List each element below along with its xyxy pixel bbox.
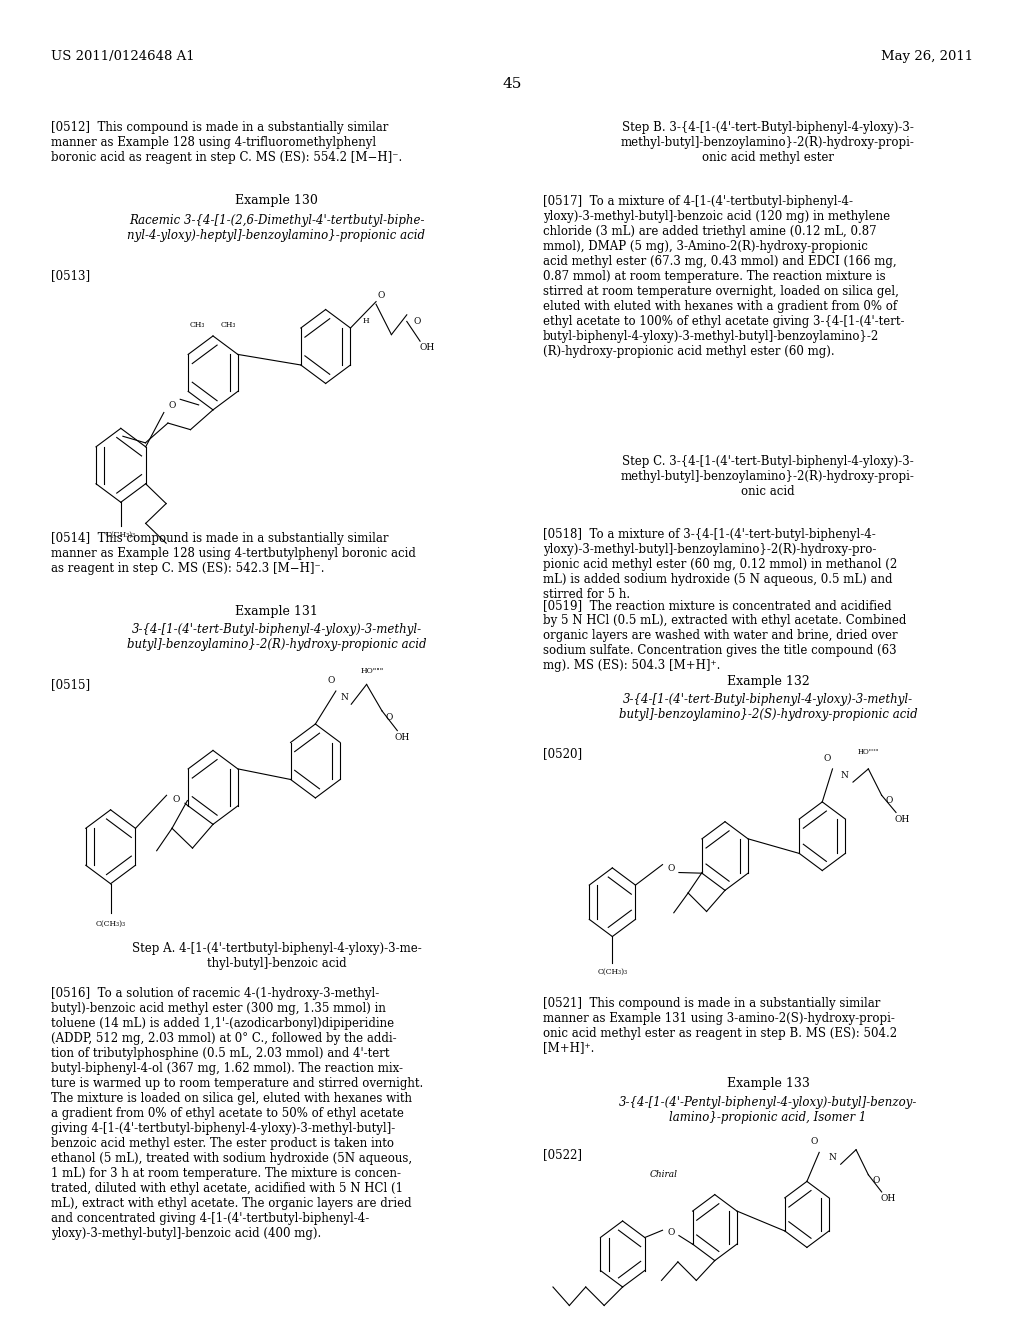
Text: O: O — [172, 795, 179, 804]
Text: H: H — [362, 317, 369, 326]
Text: [0515]: [0515] — [51, 678, 90, 692]
Text: N: N — [841, 771, 849, 780]
Text: [0519]  The reaction mixture is concentrated and acidified
by 5 N HCl (0.5 mL), : [0519] The reaction mixture is concentra… — [543, 599, 906, 672]
Text: C(CH₃)₃: C(CH₃)₃ — [105, 531, 136, 540]
Text: [0512]  This compound is made in a substantially similar
manner as Example 128 u: [0512] This compound is made in a substa… — [51, 121, 402, 165]
Text: [0513]: [0513] — [51, 269, 90, 282]
Text: N: N — [828, 1154, 837, 1162]
Text: [0517]  To a mixture of 4-[1-(4'-tertbutyl-biphenyl-4-
yloxy)-3-methyl-butyl]-be: [0517] To a mixture of 4-[1-(4'-tertbuty… — [543, 195, 904, 358]
Text: Example 132: Example 132 — [727, 675, 809, 688]
Text: O: O — [667, 1229, 675, 1237]
Text: CH₃: CH₃ — [189, 321, 206, 330]
Text: US 2011/0124648 A1: US 2011/0124648 A1 — [51, 50, 195, 63]
Text: Example 131: Example 131 — [236, 605, 317, 618]
Text: 45: 45 — [503, 77, 521, 91]
Text: 3-{4-[1-(4'-tert-Butyl-biphenyl-4-yloxy)-3-methyl-
butyl]-benzoylamino}-2(R)-hyd: 3-{4-[1-(4'-tert-Butyl-biphenyl-4-yloxy)… — [127, 623, 426, 651]
Text: O: O — [168, 401, 176, 411]
Text: Chiral: Chiral — [649, 1171, 678, 1179]
Text: [0520]: [0520] — [543, 747, 582, 760]
Text: Step B. 3-{4-[1-(4'-tert-Butyl-biphenyl-4-yloxy)-3-
methyl-butyl]-benzoylamino}-: Step B. 3-{4-[1-(4'-tert-Butyl-biphenyl-… — [622, 121, 914, 165]
Text: Step A. 4-[1-(4'-tertbutyl-biphenyl-4-yloxy)-3-me-
thyl-butyl]-benzoic acid: Step A. 4-[1-(4'-tertbutyl-biphenyl-4-yl… — [132, 942, 421, 970]
Text: C(CH₃)₃: C(CH₃)₃ — [597, 968, 628, 977]
Text: Example 133: Example 133 — [727, 1077, 809, 1090]
Text: Racemic 3-{4-[1-(2,6-Dimethyl-4'-tertbutyl-biphe-
nyl-4-yloxy)-heptyl]-benzoylam: Racemic 3-{4-[1-(2,6-Dimethyl-4'-tertbut… — [127, 214, 426, 242]
Text: O: O — [885, 796, 893, 805]
Text: Step C. 3-{4-[1-(4'-tert-Butyl-biphenyl-4-yloxy)-3-
methyl-butyl]-benzoylamino}-: Step C. 3-{4-[1-(4'-tert-Butyl-biphenyl-… — [622, 455, 914, 499]
Text: OH: OH — [881, 1195, 895, 1203]
Text: O: O — [810, 1138, 818, 1146]
Text: OH: OH — [895, 814, 909, 824]
Text: CH₃: CH₃ — [220, 321, 237, 330]
Text: HO""": HO""" — [858, 747, 879, 756]
Text: OH: OH — [395, 733, 410, 742]
Text: O: O — [414, 317, 421, 326]
Text: [0514]  This compound is made in a substantially similar
manner as Example 128 u: [0514] This compound is made in a substa… — [51, 532, 416, 576]
Text: N: N — [340, 693, 348, 702]
Text: O: O — [872, 1176, 881, 1184]
Text: HO""": HO""" — [360, 667, 383, 676]
Text: O: O — [378, 290, 385, 300]
Text: O: O — [327, 676, 335, 685]
Text: [0521]  This compound is made in a substantially similar
manner as Example 131 u: [0521] This compound is made in a substa… — [543, 997, 897, 1055]
Text: 3-{4-[1-(4'-Pentyl-biphenyl-4-yloxy)-butyl]-benzoy-
lamino}-propionic acid, Isom: 3-{4-[1-(4'-Pentyl-biphenyl-4-yloxy)-but… — [618, 1096, 918, 1123]
Text: C(CH₃)₃: C(CH₃)₃ — [95, 919, 126, 928]
Text: [0516]  To a solution of racemic 4-(1-hydroxy-3-methyl-
butyl)-benzoic acid meth: [0516] To a solution of racemic 4-(1-hyd… — [51, 987, 424, 1241]
Text: May 26, 2011: May 26, 2011 — [881, 50, 973, 63]
Text: [0518]  To a mixture of 3-{4-[1-(4'-tert-butyl-biphenyl-4-
yloxy)-3-methyl-butyl: [0518] To a mixture of 3-{4-[1-(4'-tert-… — [543, 528, 897, 601]
Text: [0522]: [0522] — [543, 1148, 582, 1162]
Text: O: O — [385, 713, 393, 722]
Text: OH: OH — [420, 343, 435, 352]
Text: O: O — [667, 865, 675, 873]
Text: O: O — [823, 754, 831, 763]
Text: Example 130: Example 130 — [236, 194, 317, 207]
Text: 3-{4-[1-(4'-tert-Butyl-biphenyl-4-yloxy)-3-methyl-
butyl]-benzoylamino}-2(S)-hyd: 3-{4-[1-(4'-tert-Butyl-biphenyl-4-yloxy)… — [618, 693, 918, 721]
